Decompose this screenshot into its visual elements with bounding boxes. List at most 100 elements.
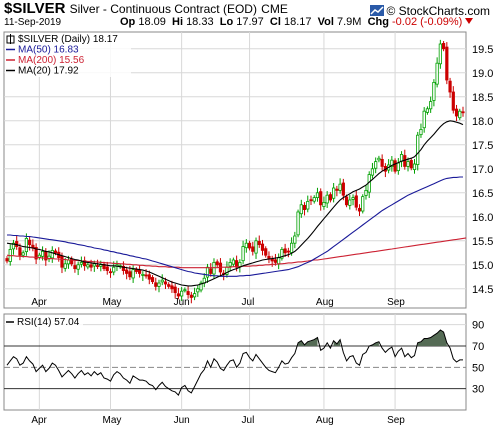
price-tick-label: 18.0 bbox=[472, 116, 493, 128]
close-value: 18.17 bbox=[283, 16, 312, 28]
rsi-month-label: Sep bbox=[387, 415, 405, 426]
candle-body bbox=[451, 91, 455, 111]
candle-body bbox=[351, 197, 355, 200]
price-month-label: Sep bbox=[387, 297, 405, 308]
candle-body bbox=[409, 160, 413, 169]
price-tick-label: 17.0 bbox=[472, 164, 493, 176]
high-value: 18.33 bbox=[186, 16, 214, 28]
candle-body bbox=[66, 259, 71, 265]
candle-body bbox=[28, 239, 32, 246]
candle-body bbox=[325, 194, 329, 204]
candle-body bbox=[144, 274, 148, 277]
candle-body bbox=[244, 242, 248, 249]
brand-text: © StockCharts.com bbox=[386, 4, 490, 18]
candle-body bbox=[134, 269, 138, 272]
candle-body bbox=[241, 246, 245, 262]
rsi-legend-label: RSI(14) 57.04 bbox=[17, 317, 80, 328]
candle-body bbox=[99, 264, 103, 267]
candle-body bbox=[18, 247, 22, 256]
rsi-tick-label: 90 bbox=[472, 320, 484, 332]
candle-body bbox=[11, 242, 16, 250]
candle-body bbox=[176, 293, 181, 297]
candle-body bbox=[432, 82, 436, 101]
down-arrow-icon bbox=[465, 18, 474, 24]
price-month-label: Apr bbox=[31, 297, 47, 308]
candle-body bbox=[260, 243, 265, 251]
ma50-line bbox=[7, 176, 463, 277]
candle-body bbox=[299, 204, 303, 215]
candle-body bbox=[128, 271, 132, 278]
candle-body bbox=[238, 261, 242, 268]
candle-body bbox=[319, 191, 323, 206]
candle-body bbox=[228, 261, 232, 267]
rsi-month-label: Apr bbox=[31, 415, 47, 426]
candle-body bbox=[163, 281, 168, 285]
legend-label: MA(200) 15.56 bbox=[18, 55, 85, 66]
candle-body bbox=[150, 277, 155, 282]
candle-body bbox=[34, 247, 38, 260]
rsi-tick-label: 70 bbox=[472, 341, 484, 353]
candle-body bbox=[60, 255, 64, 268]
candle-body bbox=[137, 269, 142, 274]
candle-body bbox=[364, 189, 368, 196]
candle-body bbox=[357, 207, 362, 212]
symbol-description: Silver - Continuous Contract (EOD) bbox=[69, 2, 257, 16]
candle-body bbox=[50, 249, 54, 259]
rsi-overbought-fill bbox=[333, 339, 341, 346]
symbol-title: $SILVER Silver - Continuous Contract (EO… bbox=[4, 0, 288, 17]
candle-body bbox=[370, 168, 375, 176]
candle-body bbox=[312, 197, 316, 202]
rsi-overbought-fill bbox=[417, 330, 447, 346]
candle-body bbox=[21, 252, 25, 256]
candle-body bbox=[189, 294, 193, 298]
candle-body bbox=[338, 183, 342, 191]
rsi-chart: 30 50 70 90 RSI(14) 57.04 Apr May Jun Jul Aug Sep bbox=[3, 313, 484, 426]
rsi-month-label: Aug bbox=[316, 415, 334, 426]
rsi-month-label: Jul bbox=[242, 415, 255, 426]
candle-body bbox=[167, 284, 171, 287]
candle-body bbox=[354, 195, 358, 208]
candle-body bbox=[438, 43, 442, 65]
candle-body bbox=[251, 246, 255, 252]
candle-body bbox=[412, 163, 417, 170]
high-label: Hi bbox=[172, 16, 183, 28]
candle-body bbox=[215, 261, 219, 266]
candle-body bbox=[361, 196, 365, 212]
low-value: 17.97 bbox=[236, 16, 264, 28]
candle-body bbox=[79, 261, 83, 265]
candle-body bbox=[112, 266, 116, 273]
candle-body bbox=[315, 192, 320, 199]
candle-body bbox=[102, 263, 106, 270]
candle-body bbox=[186, 291, 190, 295]
close-label: Cl bbox=[269, 16, 281, 28]
price-tick-label: 19.0 bbox=[472, 68, 493, 80]
candle-body bbox=[40, 250, 45, 257]
candle-body bbox=[296, 211, 300, 236]
symbol: $SILVER bbox=[4, 0, 66, 17]
candle-body bbox=[264, 248, 268, 256]
candle-body bbox=[254, 240, 258, 254]
candle-body bbox=[396, 162, 400, 172]
candle-body bbox=[131, 269, 135, 279]
candle-body bbox=[180, 290, 184, 297]
brand-label[interactable]: © StockCharts.com bbox=[370, 4, 490, 18]
candle-body bbox=[108, 271, 113, 274]
price-month-label: Jul bbox=[242, 297, 255, 308]
candle-body bbox=[344, 196, 349, 206]
candle-body bbox=[283, 248, 287, 254]
legend-label: $SILVER (Daily) 18.17 bbox=[18, 34, 118, 45]
candle-body bbox=[458, 110, 462, 119]
rsi-month-label: Jun bbox=[174, 415, 190, 426]
open-label: Op bbox=[120, 16, 136, 28]
legend-label: MA(20) 17.92 bbox=[18, 66, 79, 77]
candle-body bbox=[170, 285, 174, 290]
price-tick-label: 14.5 bbox=[472, 284, 493, 296]
chart-header: $SILVER Silver - Continuous Contract (EO… bbox=[0, 0, 496, 30]
candle-body bbox=[399, 154, 404, 162]
candle-body bbox=[322, 201, 326, 207]
candle-body bbox=[341, 182, 345, 196]
volume-label: Vol bbox=[317, 16, 334, 28]
change-label: Chg bbox=[367, 16, 389, 28]
candle-body bbox=[286, 250, 290, 253]
ma20-line bbox=[6, 120, 464, 287]
